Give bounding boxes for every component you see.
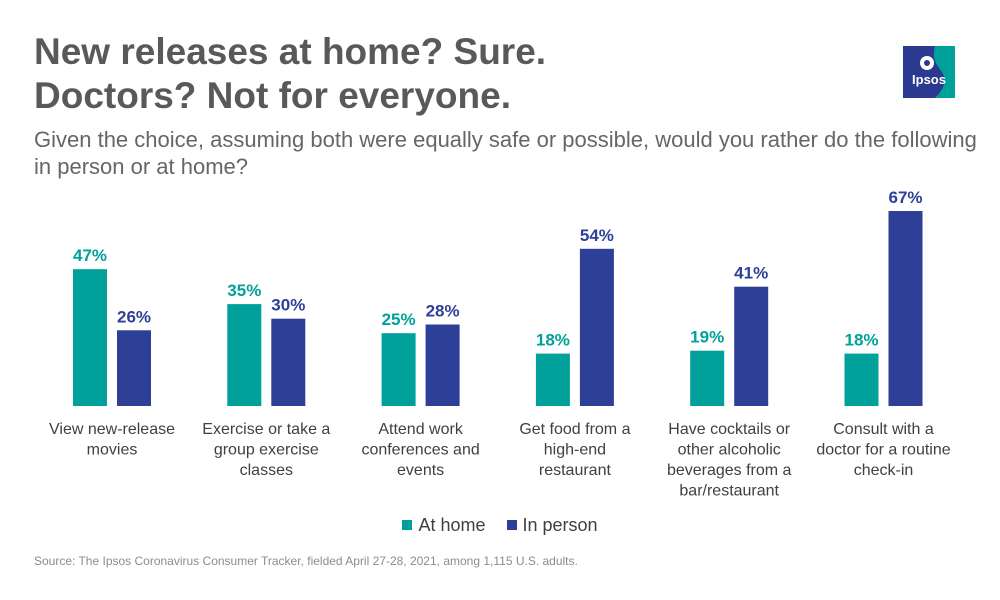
bar-at-home-4 bbox=[535, 353, 570, 406]
legend: At home In person bbox=[0, 515, 1000, 536]
data-label-in-person-4: 54% bbox=[580, 226, 614, 245]
data-label-at-home-4: 18% bbox=[536, 331, 570, 350]
bar-in-person-5 bbox=[734, 286, 769, 406]
bar-in-person-2 bbox=[271, 318, 306, 406]
category-label-6-line-2: doctor for a routine bbox=[816, 442, 950, 459]
title-line-1: New releases at home? Sure. bbox=[34, 31, 547, 72]
data-label-at-home-1: 47% bbox=[73, 246, 107, 265]
category-label-5-line-2: other alcoholic bbox=[678, 442, 781, 459]
data-label-at-home-6: 18% bbox=[844, 331, 878, 350]
chart-title: New releases at home? Sure. Doctors? Not… bbox=[34, 30, 854, 118]
bar-in-person-4 bbox=[579, 248, 614, 406]
category-label-1-line-1: View new-release bbox=[49, 421, 175, 438]
data-label-at-home-3: 25% bbox=[382, 310, 416, 329]
legend-item-in-person: In person bbox=[506, 515, 598, 536]
bar-at-home-5 bbox=[690, 350, 725, 406]
category-label-5-line-4: bar/restaurant bbox=[679, 483, 779, 500]
data-label-at-home-2: 35% bbox=[227, 281, 261, 300]
category-label-1-line-2: movies bbox=[87, 442, 138, 459]
category-label-3-line-2: conferences and bbox=[361, 442, 479, 459]
category-label-5-line-3: beverages from a bbox=[667, 462, 792, 479]
data-label-at-home-5: 19% bbox=[690, 328, 724, 347]
chart-subtitle: Given the choice, assuming both were equ… bbox=[34, 127, 977, 179]
ipsos-logo: Ipsos bbox=[903, 46, 955, 98]
legend-swatch-in-person bbox=[506, 520, 517, 530]
bar-at-home-6 bbox=[844, 353, 879, 406]
category-label-6-line-3: check-in bbox=[854, 462, 914, 479]
category-label-2-line-3: classes bbox=[240, 462, 293, 479]
bar-at-home-2 bbox=[227, 304, 262, 406]
bar-at-home-3 bbox=[381, 333, 416, 406]
data-label-in-person-2: 30% bbox=[271, 296, 305, 315]
category-label-4-line-3: restaurant bbox=[539, 462, 612, 479]
data-label-in-person-3: 28% bbox=[426, 302, 460, 321]
category-label-2-line-1: Exercise or take a bbox=[202, 421, 330, 438]
category-label-4-line-1: Get food from a bbox=[519, 421, 630, 438]
data-label-in-person-6: 67% bbox=[888, 188, 922, 207]
data-label-in-person-5: 41% bbox=[734, 264, 768, 283]
data-label-in-person-1: 26% bbox=[117, 307, 151, 326]
category-label-3-line-3: events bbox=[397, 462, 444, 479]
logo-accent bbox=[933, 46, 955, 98]
logo-text: Ipsos bbox=[912, 72, 946, 87]
legend-label-at-home: At home bbox=[418, 515, 486, 535]
legend-label-in-person: In person bbox=[522, 515, 598, 535]
source-note: Source: The Ipsos Coronavirus Consumer T… bbox=[34, 554, 578, 568]
bar-in-person-6 bbox=[888, 211, 923, 406]
category-label-4-line-2: high-end bbox=[544, 442, 606, 459]
category-label-3-line-1: Attend work bbox=[378, 421, 463, 438]
category-label-2-line-2: group exercise bbox=[214, 442, 319, 459]
category-label-5-line-1: Have cocktails or bbox=[668, 421, 790, 438]
legend-swatch-at-home bbox=[402, 520, 413, 530]
bar-in-person-3 bbox=[425, 324, 460, 406]
legend-item-at-home: At home bbox=[402, 515, 485, 536]
title-line-2: Doctors? Not for everyone. bbox=[34, 75, 511, 116]
category-label-6-line-1: Consult with a bbox=[833, 421, 934, 438]
bar-at-home-1 bbox=[73, 269, 107, 406]
bar-in-person-1 bbox=[117, 330, 151, 406]
